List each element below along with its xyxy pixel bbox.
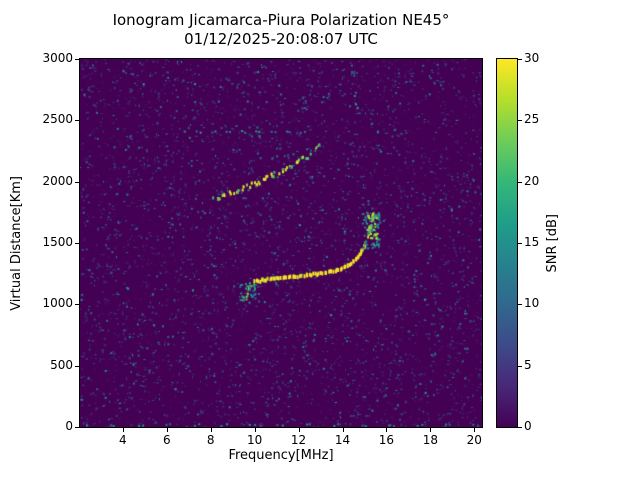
colorbar-tick-label: 5 (524, 357, 532, 372)
plot-area (79, 58, 483, 428)
x-tick-label: 10 (246, 433, 263, 447)
x-tick-mark (122, 428, 124, 432)
colorbar-tick-label: 30 (524, 51, 540, 65)
x-tick-mark (342, 428, 344, 432)
y-tick-mark (75, 59, 79, 60)
y-axis-label: Virtual Distance[Km] (8, 59, 24, 427)
colorbar-tick-mark (518, 59, 522, 60)
x-tick-label: 12 (290, 433, 307, 447)
x-tick-label: 20 (466, 433, 482, 447)
colorbar-tick-label: 25 (524, 112, 540, 127)
x-tick-label: 18 (422, 433, 439, 447)
colorbar-tick-label: 10 (524, 296, 540, 311)
colorbar-tick-mark (518, 427, 522, 428)
x-tick-mark (254, 428, 256, 432)
colorbar (496, 58, 518, 428)
x-tick-label: 6 (162, 433, 171, 447)
x-tick-label: 16 (378, 433, 395, 447)
colorbar-gradient-canvas (497, 59, 517, 427)
y-tick-label: 1500 (42, 235, 73, 249)
colorbar-tick-mark (518, 120, 522, 122)
x-tick-mark (210, 428, 212, 432)
y-tick-label: 2500 (42, 112, 73, 127)
y-axis-label-text: Virtual Distance[Km] (8, 175, 24, 311)
y-tick-mark (75, 304, 79, 306)
colorbar-tick-mark (518, 304, 522, 306)
colorbar-tick-label: 0 (524, 419, 532, 433)
y-tick-mark (75, 120, 79, 122)
y-tick-label: 1000 (42, 296, 73, 311)
x-tick-mark (430, 428, 432, 432)
x-tick-label: 4 (119, 433, 127, 447)
y-tick-label: 0 (65, 419, 73, 433)
x-axis-label: Frequency[MHz] (228, 448, 334, 463)
chart-title: Ionogram Jicamarca-Piura Polarization NE… (112, 11, 450, 29)
y-tick-mark (75, 243, 79, 244)
x-tick-mark (386, 428, 388, 432)
y-tick-mark (75, 365, 79, 367)
colorbar-tick-label: 20 (524, 173, 540, 188)
y-tick-mark (75, 427, 79, 428)
x-tick-mark (166, 428, 168, 432)
chart-subtitle: 01/12/2025-20:08:07 UTC (184, 30, 378, 48)
colorbar-tick-label: 15 (524, 235, 540, 249)
x-tick-label: 8 (206, 433, 215, 447)
y-tick-label: 3000 (42, 51, 73, 65)
colorbar-tick-mark (518, 243, 522, 244)
x-tick-mark (298, 428, 300, 432)
y-tick-mark (75, 181, 79, 183)
colorbar-tick-mark (518, 181, 522, 183)
x-tick-mark (474, 428, 476, 432)
y-tick-label: 500 (50, 357, 73, 372)
ionogram-heatmap-canvas (80, 59, 482, 427)
colorbar-tick-mark (518, 365, 522, 367)
x-tick-label: 14 (334, 433, 351, 447)
y-tick-label: 2000 (42, 173, 73, 188)
